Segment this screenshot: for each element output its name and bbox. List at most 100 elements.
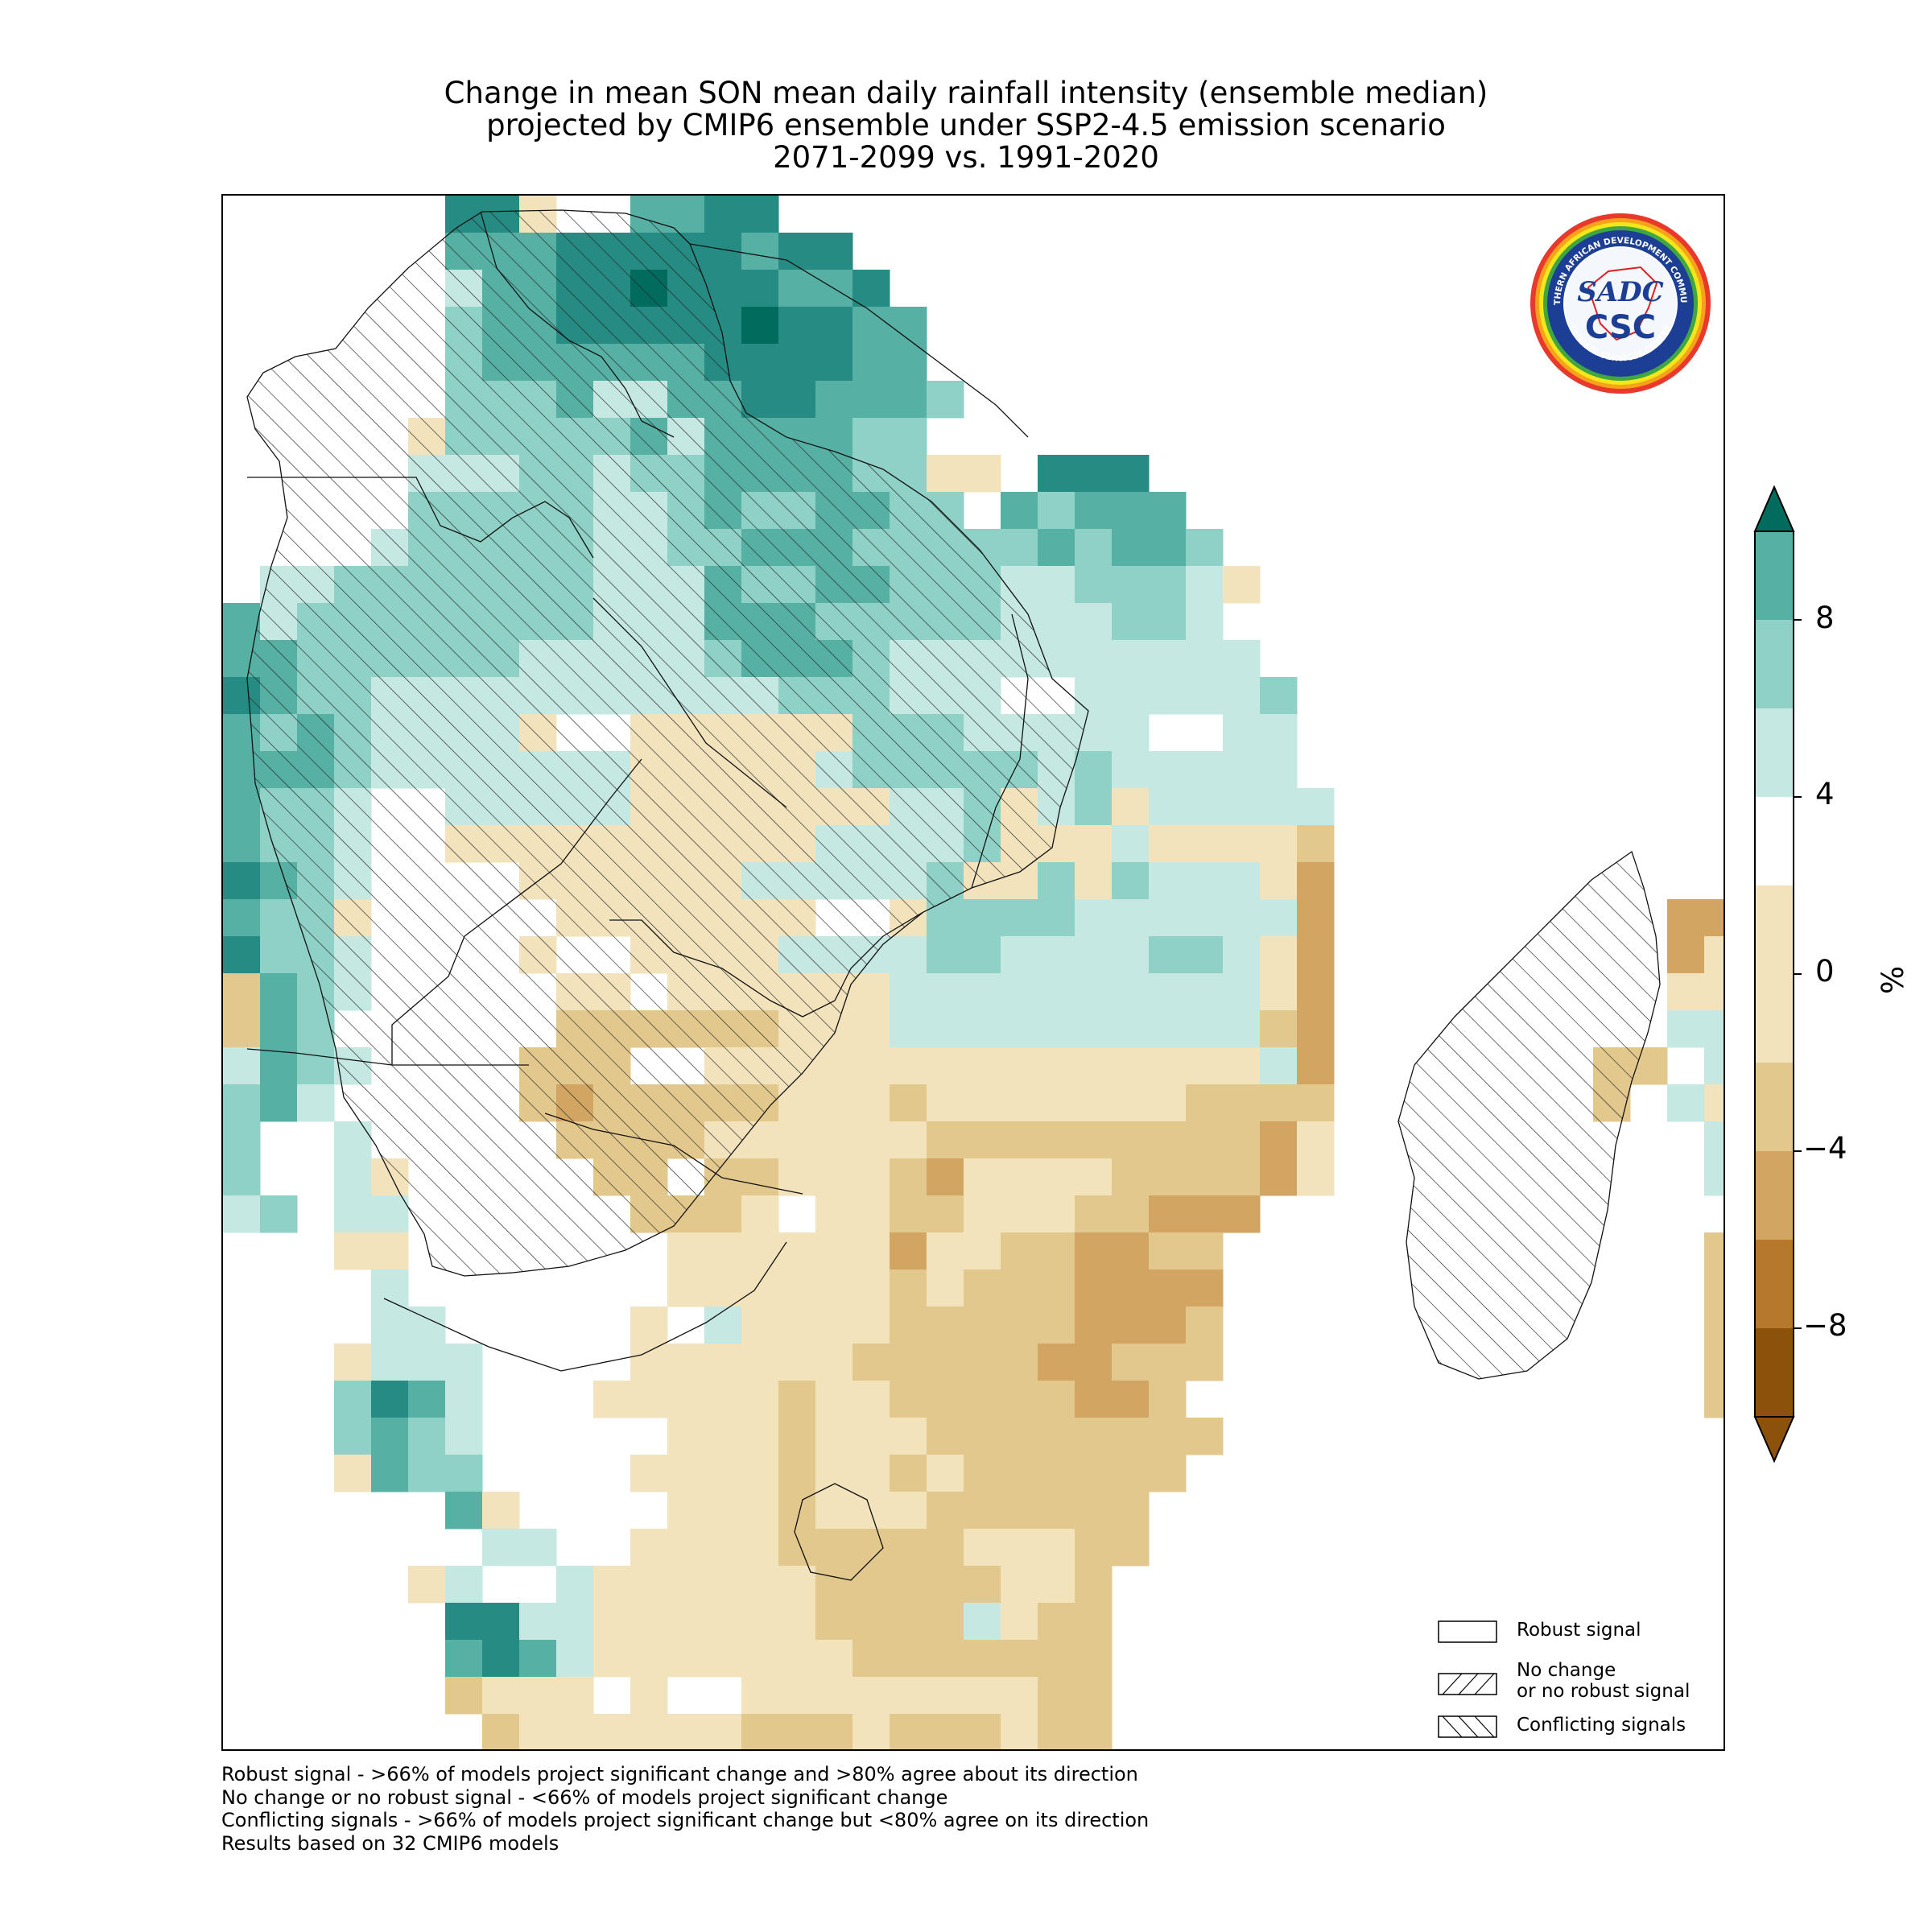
grid-cell [1112, 1047, 1150, 1085]
grid-cell [704, 1529, 742, 1567]
grid-cell [815, 1084, 853, 1122]
grid-cell [778, 1529, 816, 1567]
grid-cell [1667, 899, 1705, 937]
colorbar-segment [1755, 1063, 1794, 1151]
legend-label-no-change-line2: or no robust signal [1517, 1681, 1690, 1702]
grid-cell [964, 455, 1001, 493]
grid-cell [1075, 566, 1113, 604]
border-angola-zambia [247, 477, 594, 559]
grid-cell [741, 1492, 779, 1530]
grid-cell [1297, 936, 1335, 974]
grid-cell [1149, 1455, 1187, 1492]
grid-cell [1001, 1084, 1038, 1122]
grid-cell [260, 1047, 298, 1085]
grid-cell [852, 1195, 890, 1233]
grid-cell [1038, 1640, 1075, 1678]
grid-cell [1001, 1344, 1038, 1381]
grid-cell [778, 1269, 816, 1307]
grid-cell [482, 1492, 520, 1530]
grid-cell [704, 1307, 742, 1344]
grid-cell [630, 1381, 668, 1418]
grid-cell [741, 1714, 779, 1749]
grid-cell [778, 1232, 816, 1270]
grid-cell [1038, 1677, 1075, 1715]
hatch-area [247, 210, 1088, 1276]
grid-cell [890, 1529, 927, 1567]
grid-cell [1038, 1195, 1075, 1233]
hatch-area [1398, 852, 1660, 1379]
grid-cell [1186, 788, 1224, 826]
grid-cell [260, 973, 298, 1011]
grid-cell [1112, 825, 1150, 863]
grid-cell [927, 1492, 964, 1530]
grid-cell [1001, 1492, 1038, 1530]
grid-cell [778, 307, 816, 345]
grid-cell [1186, 1269, 1224, 1307]
grid-cell [815, 1269, 853, 1307]
grid-cell [964, 1529, 1001, 1567]
grid-cell [1223, 751, 1261, 789]
grid-cell [852, 1084, 890, 1122]
grid-cell [334, 1195, 372, 1233]
grid-cell [815, 1714, 853, 1749]
legend-label-no-change-line1: No change [1517, 1660, 1616, 1681]
grid-cell [1112, 677, 1150, 715]
grid-cell [815, 1492, 853, 1530]
grid-cell [593, 1603, 631, 1641]
grid-cell [1149, 492, 1187, 530]
grid-cell [1075, 1232, 1113, 1270]
grid-cell [1001, 1455, 1038, 1492]
grid-cell [1038, 1307, 1075, 1344]
grid-cell [852, 1232, 890, 1270]
grid-cell [964, 1677, 1001, 1715]
grid-cell [519, 1603, 557, 1641]
grid-cell [890, 1344, 927, 1381]
grid-cell [1075, 825, 1113, 863]
grid-cell [1297, 825, 1335, 863]
grid-cell [927, 1344, 964, 1381]
grid-cell [1075, 788, 1113, 826]
grid-cell [815, 307, 853, 345]
grid-cell [556, 1566, 594, 1604]
grid-cell [852, 1344, 890, 1381]
grid-cell [741, 1677, 779, 1715]
grid-cell [1112, 1084, 1150, 1122]
grid-cell [1667, 936, 1705, 974]
grid-cell [890, 1010, 927, 1048]
grid-cell [890, 1047, 927, 1085]
grid-cell [1075, 1714, 1113, 1749]
grid-cell [630, 1529, 668, 1567]
grid-cell [593, 1640, 631, 1678]
grid-cell [964, 1010, 1001, 1048]
grid-cell [556, 1714, 594, 1749]
grid-cell [1112, 566, 1150, 604]
grid-cell [815, 1640, 853, 1678]
grid-cell [1075, 973, 1113, 1011]
grid-cell [778, 233, 816, 270]
grid-cell [1075, 1047, 1113, 1085]
grid-cell [1075, 862, 1113, 900]
grid-cell [741, 344, 779, 382]
grid-cell [704, 1232, 742, 1270]
grid-cell [1297, 899, 1335, 937]
grid-cell [704, 1714, 742, 1749]
grid-cell [630, 1640, 668, 1678]
grid-cell [927, 1269, 964, 1307]
grid-cell [1038, 1603, 1075, 1641]
map-panel [221, 194, 1725, 1751]
grid-cell [1186, 677, 1224, 715]
grid-cell [778, 1640, 816, 1678]
grid-cell [1001, 1010, 1038, 1048]
grid-cell [1112, 973, 1150, 1011]
grid-cell [1075, 1492, 1113, 1530]
grid-cell [890, 1603, 927, 1641]
grid-cell [1075, 1344, 1113, 1381]
grid-cell [1186, 1121, 1224, 1159]
grid-cell [260, 1084, 298, 1122]
grid-cell [890, 936, 927, 974]
grid-cell [1112, 640, 1150, 678]
border-inner-south [544, 1113, 803, 1195]
grid-cell [1149, 1121, 1187, 1159]
grid-cell [890, 344, 927, 382]
grid-cell [1038, 936, 1075, 974]
